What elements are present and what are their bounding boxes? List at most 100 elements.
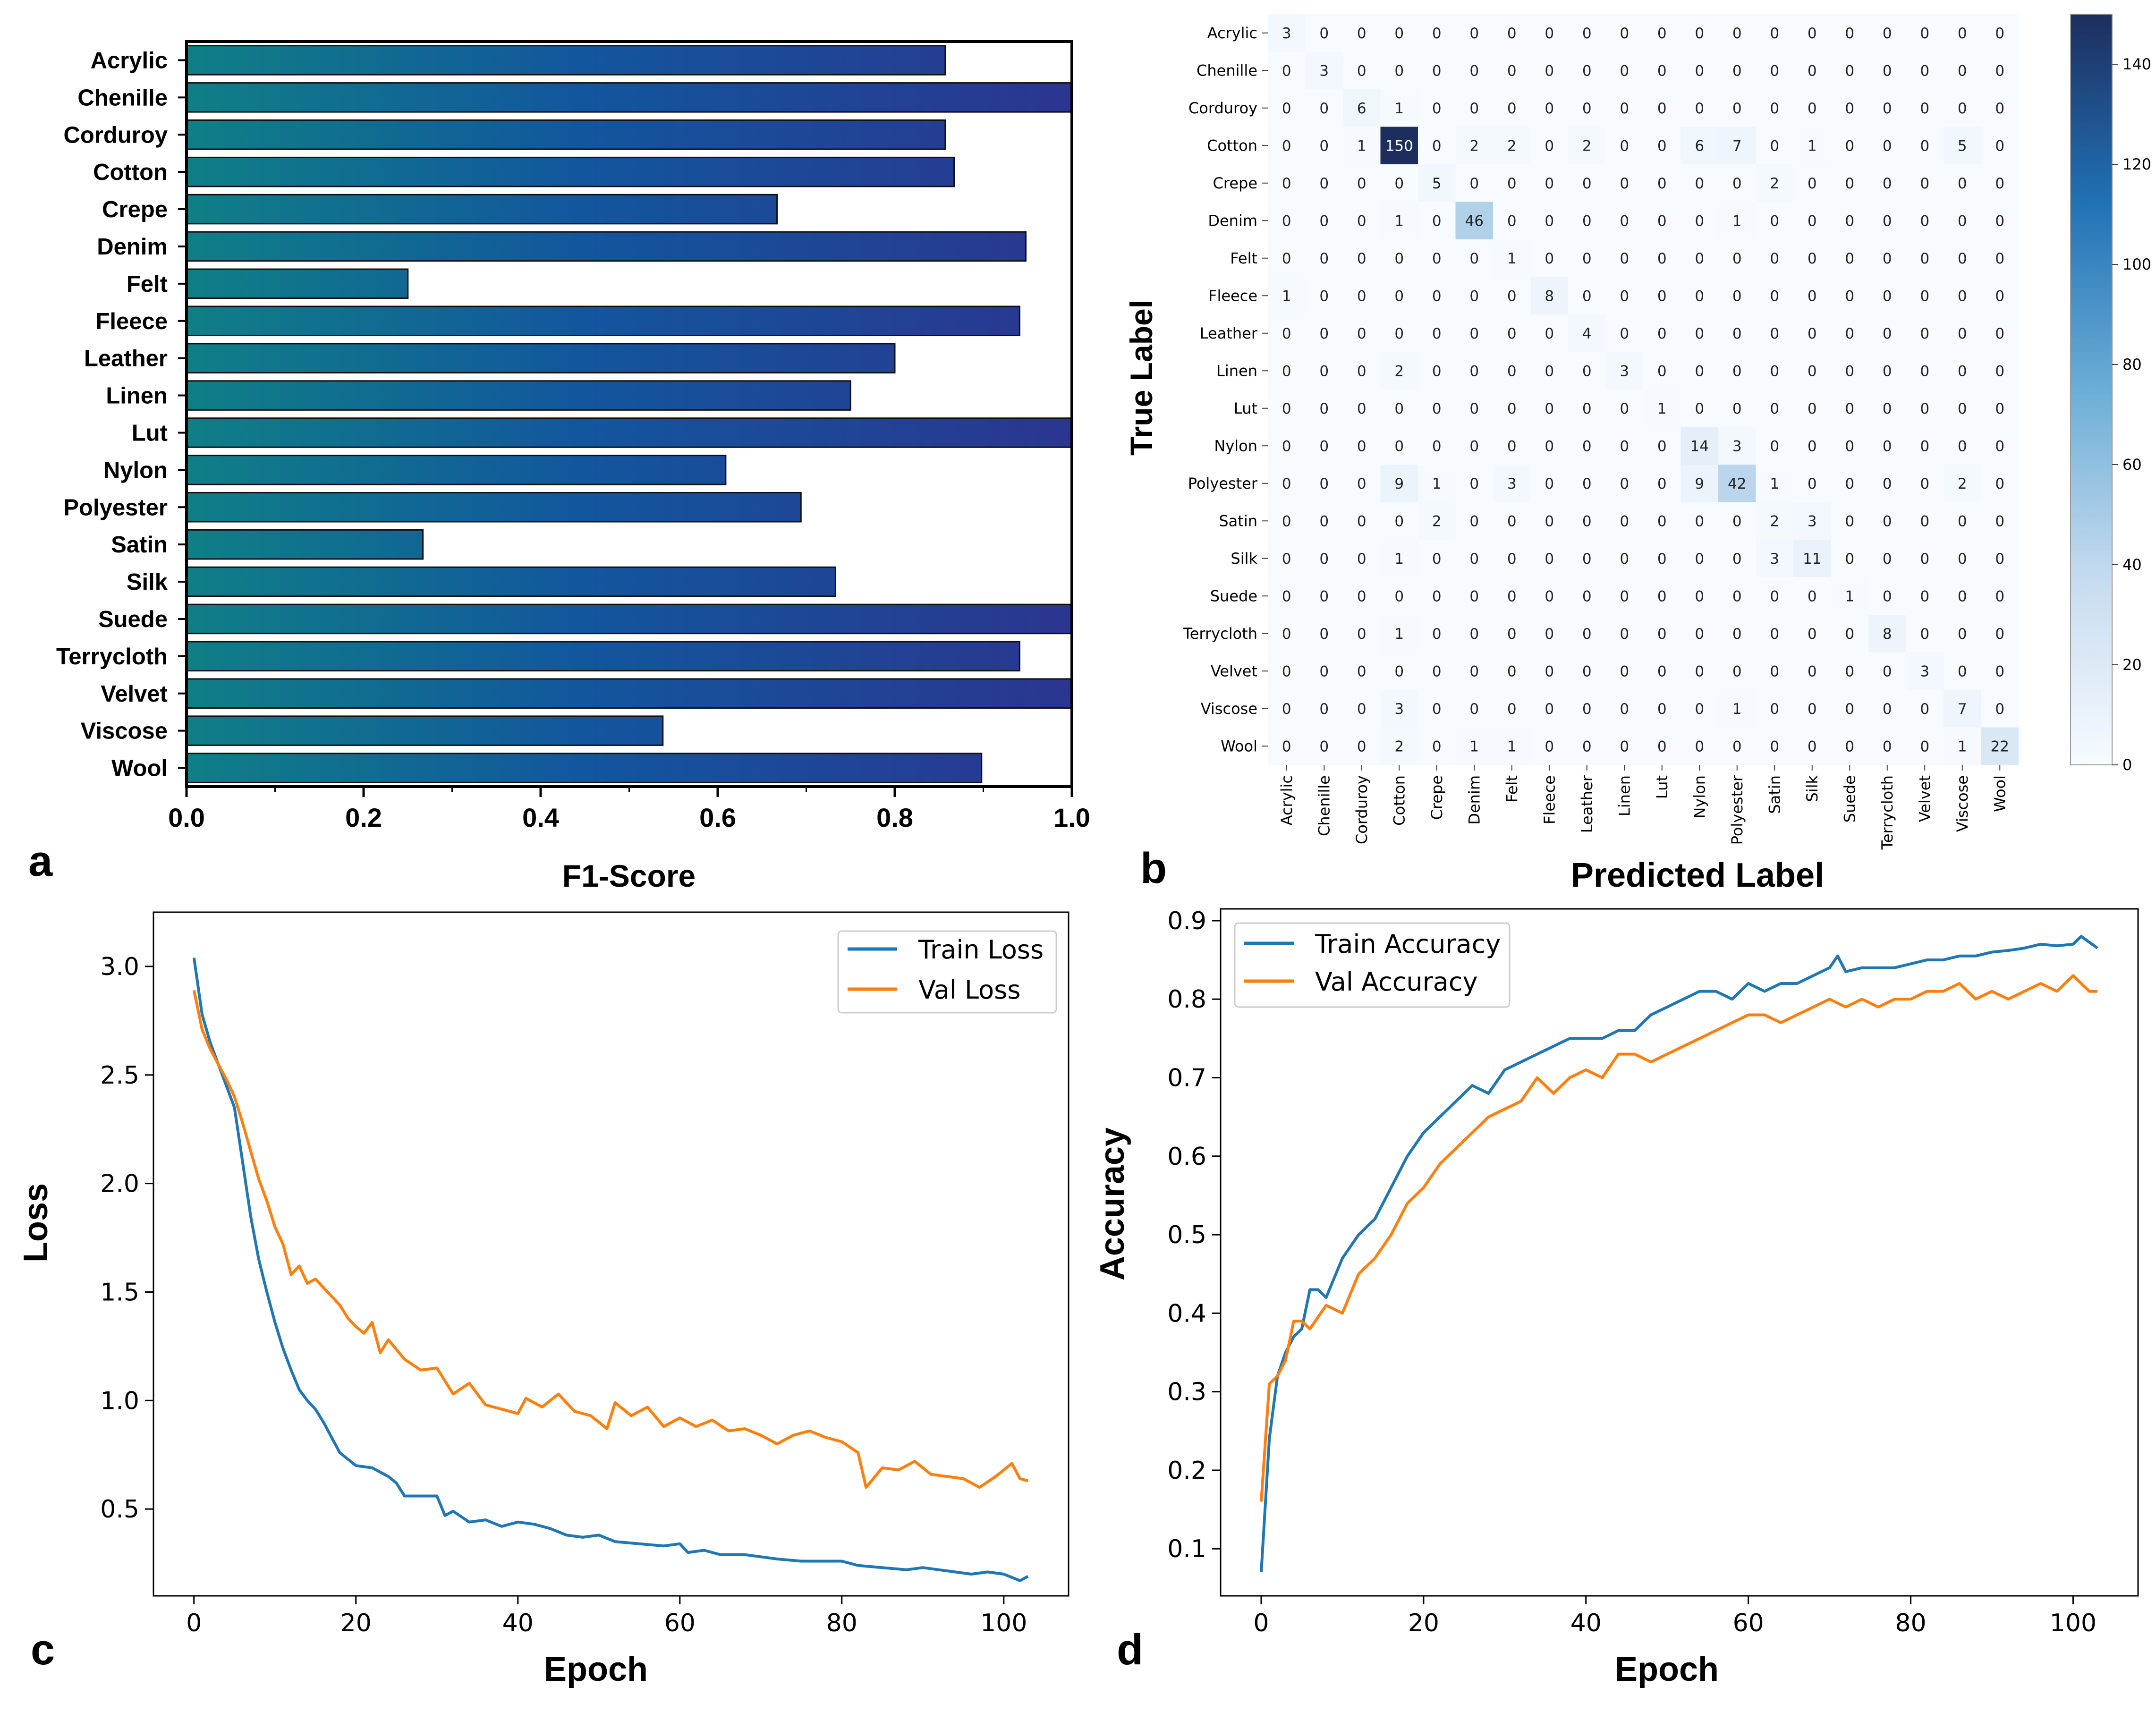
cell-value: 0 (1507, 438, 1517, 455)
cell-leather-fleece (1530, 314, 1569, 352)
cell-value: 0 (1507, 513, 1517, 530)
cell-value: 46 (1465, 212, 1484, 229)
cell-wool-polyester (1718, 727, 1756, 765)
cell-crepe-satin (1756, 164, 1794, 202)
cell-lut-terrycloth (1868, 390, 1906, 427)
cell-value: 2 (1770, 175, 1779, 192)
cell-value: 0 (1282, 513, 1291, 530)
cell-chenille-chenille (1305, 51, 1343, 90)
cell-chenille-felt (1493, 51, 1531, 90)
cell-corduroy-velvet (1906, 89, 1944, 127)
cell-satin-lut (1643, 502, 1681, 540)
cell-value: 0 (1469, 62, 1479, 79)
cell-wool-fleece (1530, 727, 1569, 765)
cell-value: 0 (1620, 175, 1629, 192)
row-label-suede: Suede (1210, 587, 1257, 605)
cell-corduroy-crepe (1418, 89, 1456, 127)
cell-terrycloth-denim (1455, 615, 1494, 653)
cell-value: 7 (1732, 137, 1742, 154)
cell-value: 0 (1394, 175, 1404, 192)
cell-value: 0 (1357, 175, 1367, 192)
cell-linen-terrycloth (1868, 352, 1906, 390)
cell-cotton-fleece (1530, 127, 1569, 165)
cell-lut-cotton (1380, 390, 1418, 427)
cell-crepe-silk (1793, 164, 1831, 202)
cell-value: 0 (1357, 288, 1367, 305)
cell-crepe-leather (1568, 164, 1606, 202)
cell-silk-viscose (1944, 540, 1981, 577)
cell-value: 0 (1469, 100, 1479, 117)
cell-corduroy-suede (1831, 89, 1869, 127)
cell-wool-leather (1568, 727, 1606, 765)
row-label-satin: Satin (1219, 512, 1257, 530)
cell-denim-fleece (1530, 202, 1569, 240)
cell-value: 0 (1582, 25, 1592, 42)
cell-lut-satin (1756, 390, 1794, 427)
category-label-crepe: Crepe (102, 197, 168, 222)
cell-velvet-felt (1493, 652, 1531, 690)
cell-value: 7 (1958, 701, 1967, 718)
cell-value: 0 (1657, 100, 1667, 117)
cell-value: 0 (1469, 588, 1479, 605)
cell-acrylic-felt (1493, 14, 1531, 52)
cell-silk-silk (1793, 540, 1831, 577)
cell-value: 9 (1394, 475, 1404, 492)
cell-polyester-wool (1981, 465, 2019, 502)
cell-linen-lut (1643, 352, 1681, 390)
row-label-leather: Leather (1200, 324, 1258, 342)
cell-value: 0 (1319, 475, 1329, 492)
bar-crepe (186, 194, 778, 225)
cell-value: 1 (1808, 137, 1817, 154)
cell-value: 2 (1432, 513, 1442, 530)
cell-value: 0 (1432, 250, 1442, 267)
cell-nylon-corduroy (1343, 427, 1381, 465)
cell-wool-suede (1831, 727, 1869, 765)
legend-train-accuracy-label: Train Accuracy (1315, 929, 1501, 959)
cell-leather-cotton (1380, 314, 1418, 352)
cell-polyester-denim (1455, 465, 1494, 502)
cell-cotton-cotton (1380, 127, 1418, 165)
cell-value: 0 (1770, 250, 1779, 267)
category-label-satin: Satin (111, 532, 168, 558)
cell-value: 0 (1582, 62, 1592, 79)
cell-value: 0 (1883, 137, 1892, 154)
panel-a-f1-bar-chart: Acrylic Chenille Corduroy Cotton Crepe Denim F… (28, 40, 1090, 893)
cell-felt-suede (1831, 239, 1869, 277)
cell-lut-wool (1981, 390, 2019, 427)
cell-value: 0 (1995, 626, 2004, 643)
legend-val-accuracy-label: Val Accuracy (1315, 967, 1478, 997)
cell-value: 1 (1282, 288, 1291, 305)
cell-value: 6 (1357, 100, 1367, 117)
cell-value: 0 (1695, 551, 1704, 568)
cell-leather-lut (1643, 314, 1681, 352)
cell-crepe-crepe (1418, 164, 1456, 202)
cell-satin-nylon (1681, 502, 1719, 540)
cell-fleece-fleece (1530, 277, 1569, 315)
category-label-viscose: Viscose (81, 719, 168, 744)
cell-value: 0 (1319, 551, 1329, 568)
cell-nylon-polyester (1718, 427, 1756, 465)
cell-value: 0 (1808, 626, 1817, 643)
column-label-velvet: Velvet (1916, 775, 1934, 822)
cell-value: 0 (1695, 738, 1704, 755)
cell-value: 0 (1282, 212, 1291, 229)
cell-value: 0 (1507, 701, 1517, 718)
cell-felt-silk (1793, 239, 1831, 277)
cell-value: 3 (1620, 363, 1629, 380)
cell-nylon-denim (1455, 427, 1494, 465)
cell-value: 9 (1695, 475, 1704, 492)
cell-denim-denim (1455, 202, 1494, 240)
cell-acrylic-silk (1793, 14, 1831, 52)
cell-suede-leather (1568, 577, 1606, 615)
cell-wool-chenille (1305, 727, 1343, 765)
cell-felt-viscose (1944, 239, 1981, 277)
cell-velvet-denim (1455, 652, 1494, 690)
cell-velvet-cotton (1380, 652, 1418, 690)
cell-value: 0 (1582, 400, 1592, 417)
cell-lut-velvet (1906, 390, 1944, 427)
cell-satin-linen (1605, 502, 1644, 540)
cell-value: 0 (1883, 62, 1892, 79)
bar-felt (186, 268, 409, 299)
cell-value: 0 (1995, 438, 2004, 455)
column-label-terrycloth: Terrycloth (1878, 775, 1896, 850)
